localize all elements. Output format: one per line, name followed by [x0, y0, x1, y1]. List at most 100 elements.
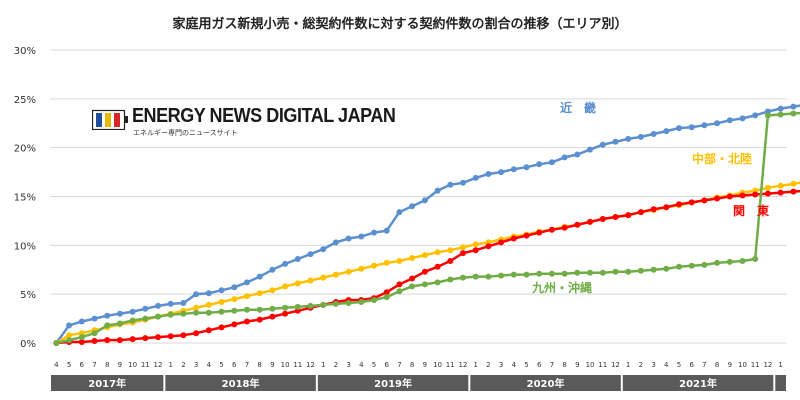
data-point [116, 337, 123, 344]
data-point [574, 221, 581, 228]
x-tick-label: 5 [677, 361, 681, 369]
data-point [460, 274, 466, 281]
data-point [231, 321, 238, 328]
x-tick-label: 8 [257, 361, 261, 369]
x-tick-label: 12 [306, 361, 315, 369]
data-point [205, 309, 212, 316]
data-point [637, 267, 644, 274]
x-tick-label: 9 [118, 361, 122, 369]
x-tick-label: 8 [410, 361, 414, 369]
data-point [688, 199, 695, 206]
data-point [256, 316, 263, 323]
data-point [231, 296, 238, 303]
x-tick-label: 8 [562, 361, 566, 369]
y-tick-label: 30% [14, 46, 36, 57]
data-point [739, 258, 746, 264]
x-tick-label: 6 [537, 361, 542, 369]
data-point [421, 252, 428, 259]
data-point [396, 281, 403, 288]
data-point [91, 338, 98, 344]
data-point [510, 271, 517, 278]
data-point [256, 290, 263, 297]
data-point [193, 304, 200, 311]
data-point [282, 304, 289, 311]
data-point [777, 105, 784, 112]
data-point [231, 284, 238, 291]
data-point [142, 305, 149, 312]
x-tick-label: 10 [128, 361, 137, 369]
data-point [409, 275, 416, 282]
data-point [726, 117, 733, 124]
data-point [548, 159, 555, 166]
data-point [383, 294, 390, 301]
data-point [510, 235, 517, 242]
data-point [625, 135, 632, 142]
x-tick-label: 2 [181, 361, 185, 369]
data-point [650, 131, 657, 137]
data-point [256, 273, 263, 280]
series-2 [53, 188, 800, 346]
series-label-kyushu: 九州・沖縄 [531, 280, 592, 295]
data-point [663, 204, 670, 211]
data-point [358, 233, 365, 240]
data-point [307, 277, 314, 284]
data-point [739, 115, 746, 122]
year-band [470, 375, 621, 391]
x-tick-label: 1 [321, 361, 325, 369]
y-tick-label: 25% [14, 95, 36, 106]
data-point [66, 337, 73, 344]
data-point [218, 324, 225, 331]
x-tick-label: 11 [446, 361, 455, 369]
x-tick-label: 1 [473, 361, 477, 369]
year-band [165, 375, 316, 391]
series-labels: 近 畿 中部・北陸 関 東 九州・沖縄 [531, 100, 769, 295]
y-axis: 0% 5% 10% 15% 20% 25% 30% [14, 46, 36, 350]
data-point [447, 258, 454, 264]
x-tick-label: 4 [512, 361, 517, 369]
x-tick-label: 10 [433, 361, 442, 369]
data-point [472, 174, 479, 181]
data-point [447, 181, 454, 188]
data-point [320, 274, 327, 281]
data-point [205, 301, 212, 308]
data-point [536, 229, 543, 236]
data-point [371, 229, 377, 236]
data-point [587, 146, 593, 153]
data-point [726, 193, 733, 200]
x-tick-label: 8 [715, 361, 719, 369]
data-point [764, 190, 771, 197]
gridlines [50, 49, 787, 344]
data-point [714, 120, 721, 127]
data-point [129, 336, 136, 343]
data-point [129, 308, 136, 315]
x-tick-label: 4 [207, 361, 212, 369]
x-tick-label: 2 [334, 361, 338, 369]
series-line [56, 111, 800, 345]
x-tick-label: 3 [499, 361, 503, 369]
data-point [256, 306, 263, 313]
data-point [777, 189, 784, 196]
data-point [167, 300, 174, 307]
data-point [612, 268, 619, 275]
x-tick-label: 3 [651, 361, 655, 369]
x-tick-label: 12 [611, 361, 620, 369]
year-label: 2019年 [374, 377, 412, 390]
series-lines [53, 103, 800, 346]
x-tick-label: 2 [639, 361, 643, 369]
year-bands: 2017年 2018年 2019年 2020年 2021年 [51, 375, 786, 391]
data-point [383, 227, 390, 234]
data-point [714, 195, 721, 202]
data-point [244, 293, 250, 300]
data-point [701, 122, 708, 129]
x-tick-label: 11 [141, 361, 150, 369]
data-point [53, 340, 60, 346]
data-point [307, 302, 314, 309]
x-tick-label: 11 [598, 361, 607, 369]
data-point [752, 191, 759, 198]
data-point [625, 212, 632, 219]
series-0 [53, 103, 800, 346]
data-point [269, 287, 276, 294]
data-point [714, 259, 721, 266]
x-tick-label: 6 [232, 361, 237, 369]
x-tick-label: 3 [194, 361, 198, 369]
